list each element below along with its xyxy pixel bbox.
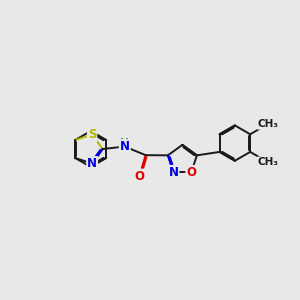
Text: N: N xyxy=(87,157,97,170)
Text: O: O xyxy=(134,169,144,182)
Text: N: N xyxy=(168,166,178,179)
Text: S: S xyxy=(88,128,96,141)
Text: CH₃: CH₃ xyxy=(258,119,279,129)
Text: H: H xyxy=(120,138,129,148)
Text: N: N xyxy=(120,140,130,153)
Text: CH₃: CH₃ xyxy=(258,158,279,167)
Text: O: O xyxy=(186,166,196,179)
